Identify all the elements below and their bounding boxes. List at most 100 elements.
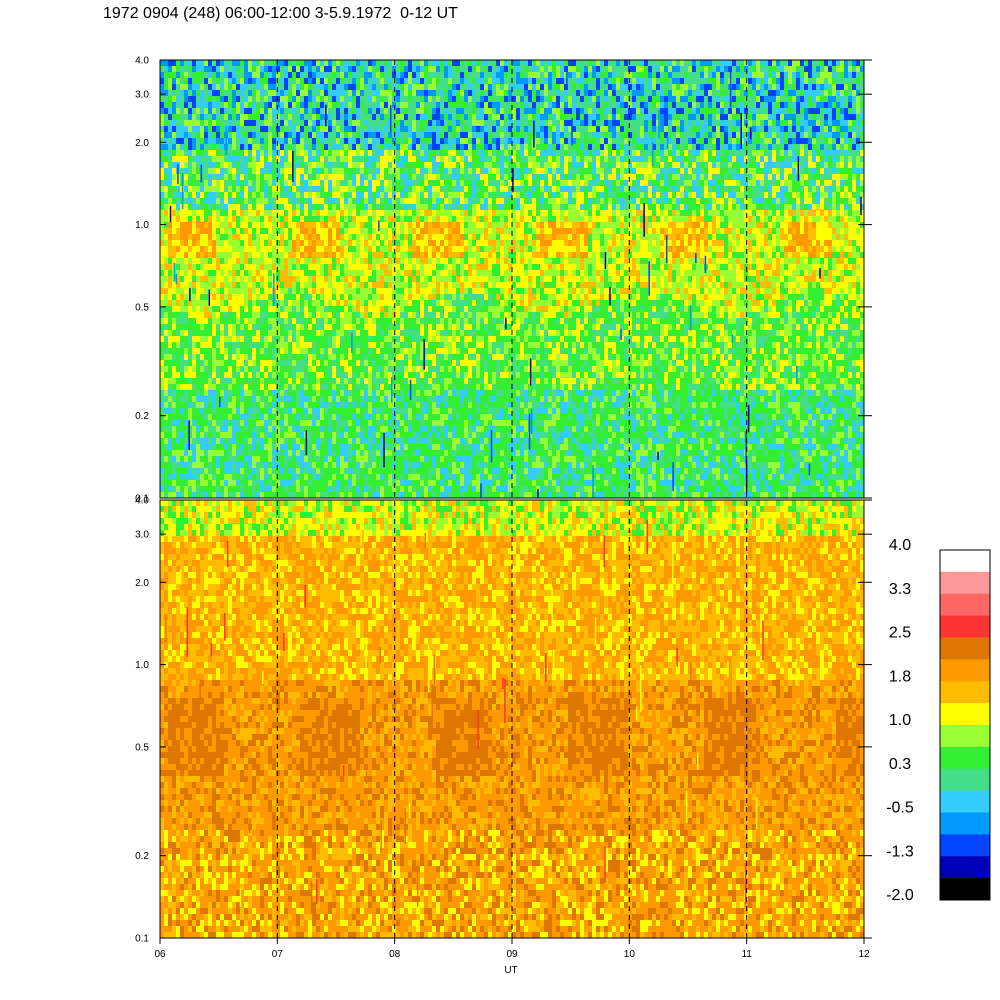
upper-cell [212, 306, 216, 312]
upper-cell [400, 222, 404, 228]
upper-cell [412, 318, 416, 324]
upper-cell [412, 258, 416, 264]
upper-cell [344, 162, 348, 168]
upper-cell [300, 492, 304, 498]
upper-cell [296, 432, 300, 438]
upper-cell [388, 252, 392, 258]
upper-cell [328, 342, 332, 348]
upper-cell [248, 486, 252, 492]
upper-cell [356, 300, 360, 306]
upper-cell [352, 138, 356, 144]
upper-cell [208, 408, 212, 414]
upper-cell [236, 138, 240, 144]
upper-cell [212, 204, 216, 210]
upper-cell [304, 246, 308, 252]
upper-cell [428, 114, 432, 120]
upper-cell [372, 282, 376, 288]
upper-cell [416, 312, 420, 318]
upper-cell [296, 216, 300, 222]
upper-cell [400, 408, 404, 414]
upper-cell [424, 378, 428, 384]
upper-cell [172, 108, 176, 114]
upper-cell [208, 426, 212, 432]
upper-cell [228, 132, 232, 138]
upper-cell [264, 300, 268, 306]
upper-cell [352, 372, 356, 378]
upper-cell [412, 240, 416, 246]
upper-cell [340, 330, 344, 336]
upper-cell [264, 192, 268, 198]
upper-cell [344, 414, 348, 420]
upper-cell [376, 318, 380, 324]
upper-cell [208, 378, 212, 384]
upper-cell [324, 492, 328, 498]
upper-cell [216, 294, 220, 300]
upper-cell [396, 420, 400, 426]
upper-cell [196, 288, 200, 294]
upper-cell [332, 444, 336, 450]
upper-cell [364, 138, 368, 144]
upper-cell [420, 312, 424, 318]
upper-cell [208, 60, 212, 66]
upper-cell [268, 384, 272, 390]
upper-cell [332, 408, 336, 414]
upper-cell [220, 258, 224, 264]
upper-cell [196, 270, 200, 276]
upper-cell [216, 84, 220, 90]
upper-cell [224, 456, 228, 462]
upper-cell [220, 66, 224, 72]
upper-cell [300, 264, 304, 270]
upper-cell [276, 276, 280, 282]
upper-cell [308, 282, 312, 288]
upper-cell [240, 264, 244, 270]
upper-cell [336, 282, 340, 288]
upper-cell [316, 144, 320, 150]
upper-cell [376, 468, 380, 474]
upper-cell [188, 384, 192, 390]
upper-cell [228, 264, 232, 270]
upper-cell [176, 462, 180, 468]
upper-cell [212, 486, 216, 492]
upper-cell [420, 450, 424, 456]
upper-cell [296, 336, 300, 342]
upper-cell [288, 324, 292, 330]
upper-cell [424, 132, 428, 138]
upper-cell [224, 438, 228, 444]
upper-cell [404, 204, 408, 210]
upper-cell [312, 174, 316, 180]
upper-cell [292, 450, 296, 456]
upper-cell [332, 294, 336, 300]
upper-cell [240, 288, 244, 294]
upper-cell [252, 474, 256, 480]
upper-cell [252, 282, 256, 288]
upper-cell [168, 186, 172, 192]
upper-cell [404, 306, 408, 312]
upper-cell [420, 300, 424, 306]
upper-cell [324, 96, 328, 102]
upper-cell [172, 138, 176, 144]
upper-cell [176, 420, 180, 426]
upper-cell [408, 432, 412, 438]
upper-cell [232, 72, 236, 78]
upper-cell [404, 402, 408, 408]
upper-cell [184, 90, 188, 96]
upper-cell [428, 276, 432, 282]
upper-cell [332, 360, 336, 366]
upper-cell [408, 456, 412, 462]
upper-cell [308, 426, 312, 432]
upper-cell [380, 168, 384, 174]
upper-cell [252, 486, 256, 492]
upper-cell [332, 252, 336, 258]
upper-cell [236, 408, 240, 414]
upper-cell [272, 420, 276, 426]
upper-cell [160, 258, 164, 264]
upper-cell [312, 66, 316, 72]
upper-cell [176, 336, 180, 342]
upper-cell [376, 492, 380, 498]
upper-cell [288, 210, 292, 216]
upper-cell [216, 438, 220, 444]
upper-cell [416, 108, 420, 114]
upper-cell [312, 222, 316, 228]
upper-cell [372, 444, 376, 450]
upper-cell [428, 384, 432, 390]
